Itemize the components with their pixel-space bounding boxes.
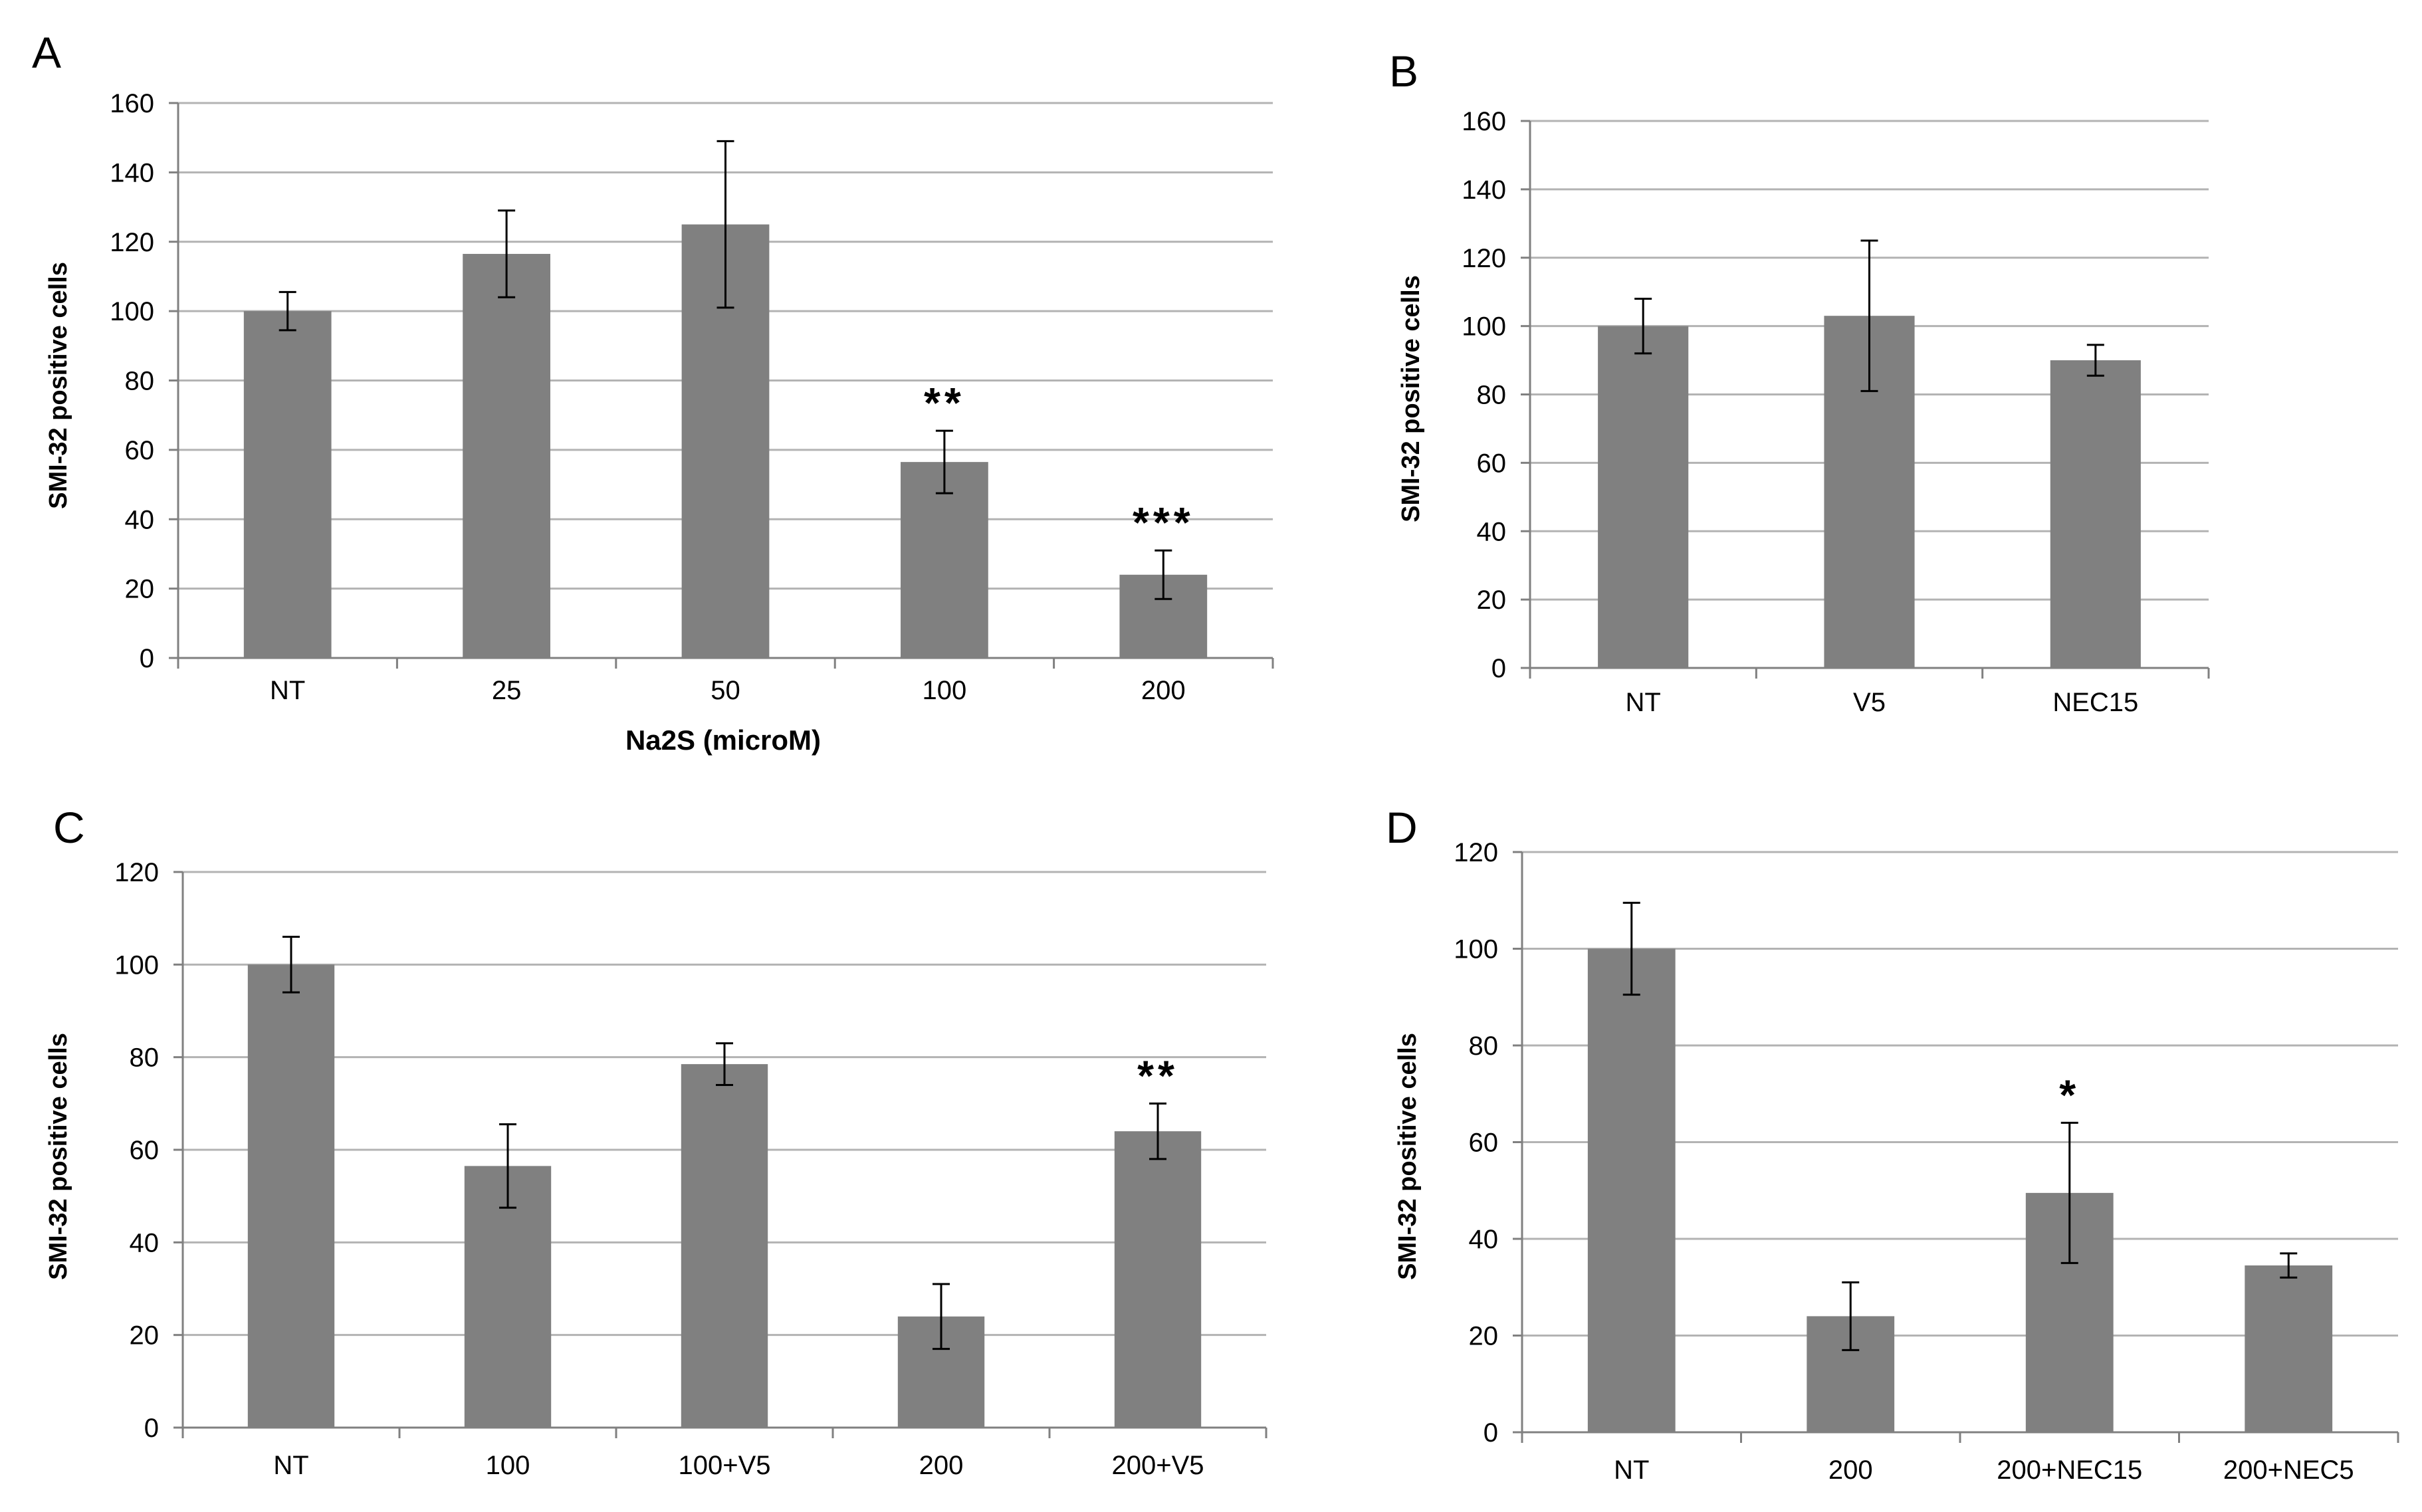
x-tick-label: 200 (1141, 676, 1186, 705)
y-tick-label: 20 (1477, 586, 1507, 615)
x-tick-label: 200+NEC5 (2223, 1456, 2354, 1485)
y-axis-label-a: SMI-32 positive cells (45, 262, 72, 509)
x-tick-label: 200+V5 (1111, 1451, 1204, 1480)
y-tick-label: 100 (1454, 935, 1498, 964)
chart-panel-c: C SMI-32 positive cells 0 20 40 60 80 100 120 N… (45, 803, 1267, 1480)
x-tick-label: 100+V5 (678, 1451, 770, 1480)
x-tick-label: 50 (711, 676, 740, 705)
y-tick-label: 60 (1477, 449, 1507, 478)
y-tick-label: 40 (1469, 1225, 1499, 1254)
bar (2245, 1265, 2333, 1432)
y-tick-label: 60 (125, 436, 155, 465)
bar (464, 1166, 552, 1428)
y-tick-label: 80 (125, 367, 155, 396)
x-tick-label: NT (270, 676, 305, 705)
y-tick-label: 100 (1462, 312, 1506, 342)
significance-marker: * (2059, 1071, 2080, 1119)
y-tick-label: 80 (1469, 1031, 1499, 1061)
y-tick-label: 160 (110, 89, 154, 118)
y-tick-label: 40 (1477, 517, 1507, 546)
x-tick-label: NT (273, 1451, 308, 1480)
bar (243, 311, 332, 658)
bar (463, 254, 550, 658)
x-tick-label: 25 (492, 676, 522, 705)
bar (2050, 360, 2141, 668)
panel-letter-a: A (32, 28, 61, 77)
y-tick-label: 60 (130, 1136, 160, 1165)
y-tick-label: 120 (1462, 244, 1506, 273)
x-tick-label: NT (1614, 1456, 1649, 1485)
x-tick-label: 100 (923, 676, 967, 705)
y-axis-label-c: SMI-32 positive cells (45, 1033, 72, 1280)
y-tick-label: 120 (110, 228, 154, 257)
panel-letter-d: D (1386, 803, 1418, 852)
y-tick-label: 20 (125, 575, 155, 604)
significance-marker: ** (1137, 1051, 1178, 1099)
y-tick-label: 60 (1469, 1129, 1499, 1158)
bar (1598, 326, 1689, 668)
x-tick-label: NT (1626, 688, 1661, 717)
x-tick-label: 200+NEC15 (1997, 1456, 2142, 1485)
chart-panel-a: A SMI-32 positive cells Na2S (microM) 0 2… (32, 28, 1274, 756)
x-tick-label: 200 (1828, 1456, 1873, 1485)
significance-marker: *** (1133, 498, 1194, 546)
y-tick-label: 40 (125, 505, 155, 534)
chart-panel-d: D SMI-32 positive cells 0 20 40 60 80 100 120 N… (1386, 803, 2399, 1485)
bar (901, 462, 988, 658)
y-tick-label: 80 (130, 1043, 160, 1073)
bar (1587, 948, 1676, 1432)
panel-letter-b: B (1389, 47, 1418, 96)
bar (1114, 1131, 1202, 1428)
y-tick-label: 160 (1462, 107, 1506, 136)
y-tick-label: 0 (144, 1414, 159, 1443)
x-axis-label-a: Na2S (microM) (625, 724, 821, 756)
y-tick-label: 120 (114, 858, 159, 887)
y-tick-label: 20 (130, 1321, 160, 1350)
y-tick-label: 100 (114, 950, 159, 980)
significance-marker: ** (924, 379, 965, 427)
y-tick-label: 40 (130, 1228, 160, 1257)
x-tick-label: V5 (1853, 688, 1886, 717)
y-tick-label: 0 (1484, 1418, 1498, 1448)
bar (681, 1064, 768, 1428)
x-tick-label: 100 (486, 1451, 530, 1480)
chart-panel-b: B SMI-32 positive cells 0 20 40 60 80 100 120 1… (1389, 47, 2210, 717)
x-tick-label: NEC15 (2052, 688, 2138, 717)
panel-letter-c: C (53, 803, 85, 852)
y-tick-label: 20 (1469, 1322, 1499, 1351)
x-tick-label: 200 (919, 1451, 964, 1480)
y-axis-label-d: SMI-32 positive cells (1394, 1033, 1422, 1280)
y-tick-label: 120 (1454, 838, 1498, 867)
y-axis-label-b: SMI-32 positive cells (1397, 275, 1425, 522)
y-tick-label: 0 (140, 644, 154, 673)
y-tick-label: 140 (110, 158, 154, 187)
y-tick-label: 140 (1462, 175, 1506, 205)
y-tick-label: 100 (110, 297, 154, 326)
bar (247, 964, 335, 1428)
y-tick-label: 0 (1491, 654, 1506, 683)
y-tick-label: 80 (1477, 381, 1507, 410)
